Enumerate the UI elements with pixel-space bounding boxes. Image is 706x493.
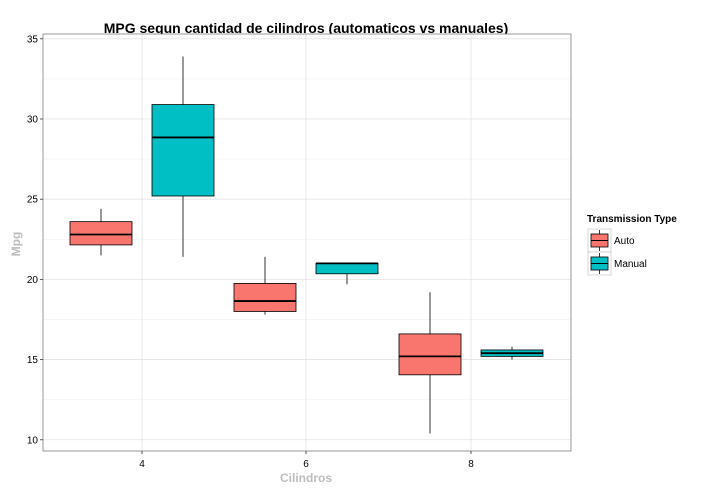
legend-title: Transmission Type xyxy=(587,214,677,225)
x-tick-label: 6 xyxy=(303,459,309,470)
x-tick-label: 8 xyxy=(468,459,474,470)
legend: Transmission Type Auto Manual xyxy=(587,214,677,276)
x-tick-label: 4 xyxy=(139,459,145,470)
box xyxy=(398,333,462,376)
box xyxy=(69,221,133,246)
box xyxy=(233,282,297,312)
plot-area: 10 15 20 25 30 35 4 6 8 xyxy=(27,33,572,470)
y-axis-title: Mpg xyxy=(9,232,23,257)
box xyxy=(315,262,379,275)
y-tick-label: 10 xyxy=(27,435,39,446)
y-tick-label: 15 xyxy=(27,355,39,366)
legend-entry-label: Auto xyxy=(614,236,635,247)
y-tick-label: 35 xyxy=(27,34,39,45)
y-tick-label: 30 xyxy=(27,115,39,126)
plot-border xyxy=(42,33,572,452)
y-tick-label: 20 xyxy=(27,275,39,286)
chart-title: MPG segun cantidad de cilindros (automat… xyxy=(104,20,509,36)
x-axis-title: Cilindros xyxy=(280,471,332,485)
y-tick-label: 25 xyxy=(27,195,39,206)
legend-entry-label: Manual xyxy=(614,259,647,270)
box xyxy=(151,104,215,197)
